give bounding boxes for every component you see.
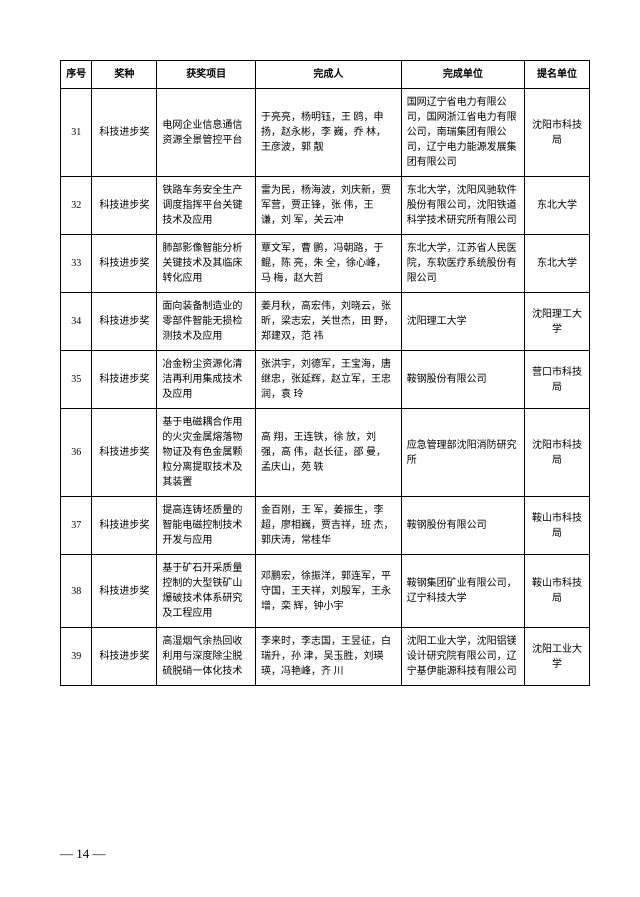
cell-project: 基于矿石开采质量控制的大型铁矿山爆破技术体系研究及工程应用 xyxy=(157,555,256,628)
header-people: 完成人 xyxy=(256,61,402,89)
cell-seq: 34 xyxy=(61,293,92,351)
cell-nominator: 营口市科技局 xyxy=(524,351,589,409)
table-row: 38科技进步奖基于矿石开采质量控制的大型铁矿山爆破技术体系研究及工程应用邓鹏宏，… xyxy=(61,555,590,628)
table-body: 31科技进步奖电网企业信息通信资源全景管控平台于亮亮，杨明钰，王 鸥，申 扬，赵… xyxy=(61,89,590,686)
cell-people: 高 翔，王连铁，徐 放，刘 强，高 伟，赵长征，邵 曼，孟庆山，苑 轶 xyxy=(256,409,402,497)
page-number: — 14 — xyxy=(60,846,106,862)
cell-people: 邓鹏宏，徐振洋，郭连军，平守国，王天祥，刘殷军，王永增，栾 辉，钟小宇 xyxy=(256,555,402,628)
cell-people: 覃文军，曹 鹏，冯朝路，于 鲲，陈 亮，朱 全，徐心峰，马 梅，赵大哲 xyxy=(256,235,402,293)
cell-seq: 39 xyxy=(61,628,92,686)
table-row: 39科技进步奖高湿烟气余热回收利用与深度除尘脱硫脱硝一体化技术李来时，李志国，王… xyxy=(61,628,590,686)
cell-nominator: 沈阳工业大学 xyxy=(524,628,589,686)
cell-project: 铁路车务安全生产调度指挥平台关键技术及应用 xyxy=(157,177,256,235)
cell-project: 高湿烟气余热回收利用与深度除尘脱硫脱硝一体化技术 xyxy=(157,628,256,686)
cell-type: 科技进步奖 xyxy=(92,293,157,351)
table-row: 33科技进步奖肺部影像智能分析关键技术及其临床转化应用覃文军，曹 鹏，冯朝路，于… xyxy=(61,235,590,293)
awards-table: 序号 奖种 获奖项目 完成人 完成单位 提名单位 31科技进步奖电网企业信息通信… xyxy=(60,60,590,686)
header-seq: 序号 xyxy=(61,61,92,89)
cell-people: 金百刚，王 军，姜振生，李 超，廖相巍，贾吉祥，班 杰，郭庆涛，常桂华 xyxy=(256,497,402,555)
table-row: 35科技进步奖冶金粉尘资源化清洁再利用集成技术及应用张洪宇，刘德军，王宝海，唐继… xyxy=(61,351,590,409)
table-row: 36科技进步奖基于电磁耦合作用的火灾金属熔落物物证及有色金属颗粒分离提取技术及其… xyxy=(61,409,590,497)
cell-seq: 33 xyxy=(61,235,92,293)
cell-type: 科技进步奖 xyxy=(92,235,157,293)
cell-type: 科技进步奖 xyxy=(92,409,157,497)
header-unit: 完成单位 xyxy=(401,61,524,89)
cell-type: 科技进步奖 xyxy=(92,351,157,409)
cell-project: 肺部影像智能分析关键技术及其临床转化应用 xyxy=(157,235,256,293)
cell-unit: 鞍钢股份有限公司 xyxy=(401,497,524,555)
cell-type: 科技进步奖 xyxy=(92,177,157,235)
cell-seq: 36 xyxy=(61,409,92,497)
header-type: 奖种 xyxy=(92,61,157,89)
cell-people: 张洪宇，刘德军，王宝海，唐继忠，张延辉，赵立军，王忠润，袁 玲 xyxy=(256,351,402,409)
cell-type: 科技进步奖 xyxy=(92,628,157,686)
header-project: 获奖项目 xyxy=(157,61,256,89)
cell-unit: 东北大学，江苏省人民医院，东软医疗系统股份有限公司 xyxy=(401,235,524,293)
cell-nominator: 东北大学 xyxy=(524,177,589,235)
table-row: 31科技进步奖电网企业信息通信资源全景管控平台于亮亮，杨明钰，王 鸥，申 扬，赵… xyxy=(61,89,590,177)
header-nominator: 提名单位 xyxy=(524,61,589,89)
cell-unit: 沈阳理工大学 xyxy=(401,293,524,351)
cell-seq: 32 xyxy=(61,177,92,235)
cell-unit: 沈阳工业大学，沈阳铝镁设计研究院有限公司，辽宁基伊能源科技有限公司 xyxy=(401,628,524,686)
cell-nominator: 东北大学 xyxy=(524,235,589,293)
cell-unit: 国网辽宁省电力有限公司，国网浙江省电力有限公司，南瑞集团有限公司，辽宁电力能源发… xyxy=(401,89,524,177)
table-header-row: 序号 奖种 获奖项目 完成人 完成单位 提名单位 xyxy=(61,61,590,89)
cell-seq: 38 xyxy=(61,555,92,628)
cell-type: 科技进步奖 xyxy=(92,555,157,628)
cell-nominator: 鞍山市科技局 xyxy=(524,555,589,628)
cell-unit: 鞍钢集团矿业有限公司，辽宁科技大学 xyxy=(401,555,524,628)
table-row: 34科技进步奖面向装备制造业的零部件智能无损检测技术及应用姜月秋，高宏伟，刘晓云… xyxy=(61,293,590,351)
cell-project: 提高连铸坯质量的智能电磁控制技术开发与应用 xyxy=(157,497,256,555)
cell-unit: 鞍钢股份有限公司 xyxy=(401,351,524,409)
cell-seq: 35 xyxy=(61,351,92,409)
cell-project: 冶金粉尘资源化清洁再利用集成技术及应用 xyxy=(157,351,256,409)
cell-seq: 37 xyxy=(61,497,92,555)
cell-people: 于亮亮，杨明钰，王 鸥，申 扬，赵永彬，李 巍，乔 林，王彦波，郭 靓 xyxy=(256,89,402,177)
cell-unit: 应急管理部沈阳消防研究所 xyxy=(401,409,524,497)
cell-people: 姜月秋，高宏伟，刘晓云，张 昕，梁志宏，关世杰，田 野，郑建双，范 祎 xyxy=(256,293,402,351)
cell-unit: 东北大学，沈阳风驰软件股份有限公司，沈阳铁道科学技术研究所有限公司 xyxy=(401,177,524,235)
table-row: 32科技进步奖铁路车务安全生产调度指挥平台关键技术及应用雷为民，杨海波，刘庆新，… xyxy=(61,177,590,235)
cell-project: 电网企业信息通信资源全景管控平台 xyxy=(157,89,256,177)
table-row: 37科技进步奖提高连铸坯质量的智能电磁控制技术开发与应用金百刚，王 军，姜振生，… xyxy=(61,497,590,555)
cell-seq: 31 xyxy=(61,89,92,177)
cell-nominator: 沈阳市科技局 xyxy=(524,409,589,497)
cell-project: 基于电磁耦合作用的火灾金属熔落物物证及有色金属颗粒分离提取技术及其装置 xyxy=(157,409,256,497)
cell-people: 雷为民，杨海波，刘庆新，贾军营，贾正锋，张 伟，王 谦，刘 军，关云冲 xyxy=(256,177,402,235)
cell-people: 李来时，李志国，王昱征，白瑞升，孙 津，吴玉胜，刘瑛瑛，冯艳峰，齐 川 xyxy=(256,628,402,686)
cell-project: 面向装备制造业的零部件智能无损检测技术及应用 xyxy=(157,293,256,351)
cell-type: 科技进步奖 xyxy=(92,89,157,177)
cell-type: 科技进步奖 xyxy=(92,497,157,555)
cell-nominator: 沈阳理工大学 xyxy=(524,293,589,351)
cell-nominator: 沈阳市科技局 xyxy=(524,89,589,177)
cell-nominator: 鞍山市科技局 xyxy=(524,497,589,555)
